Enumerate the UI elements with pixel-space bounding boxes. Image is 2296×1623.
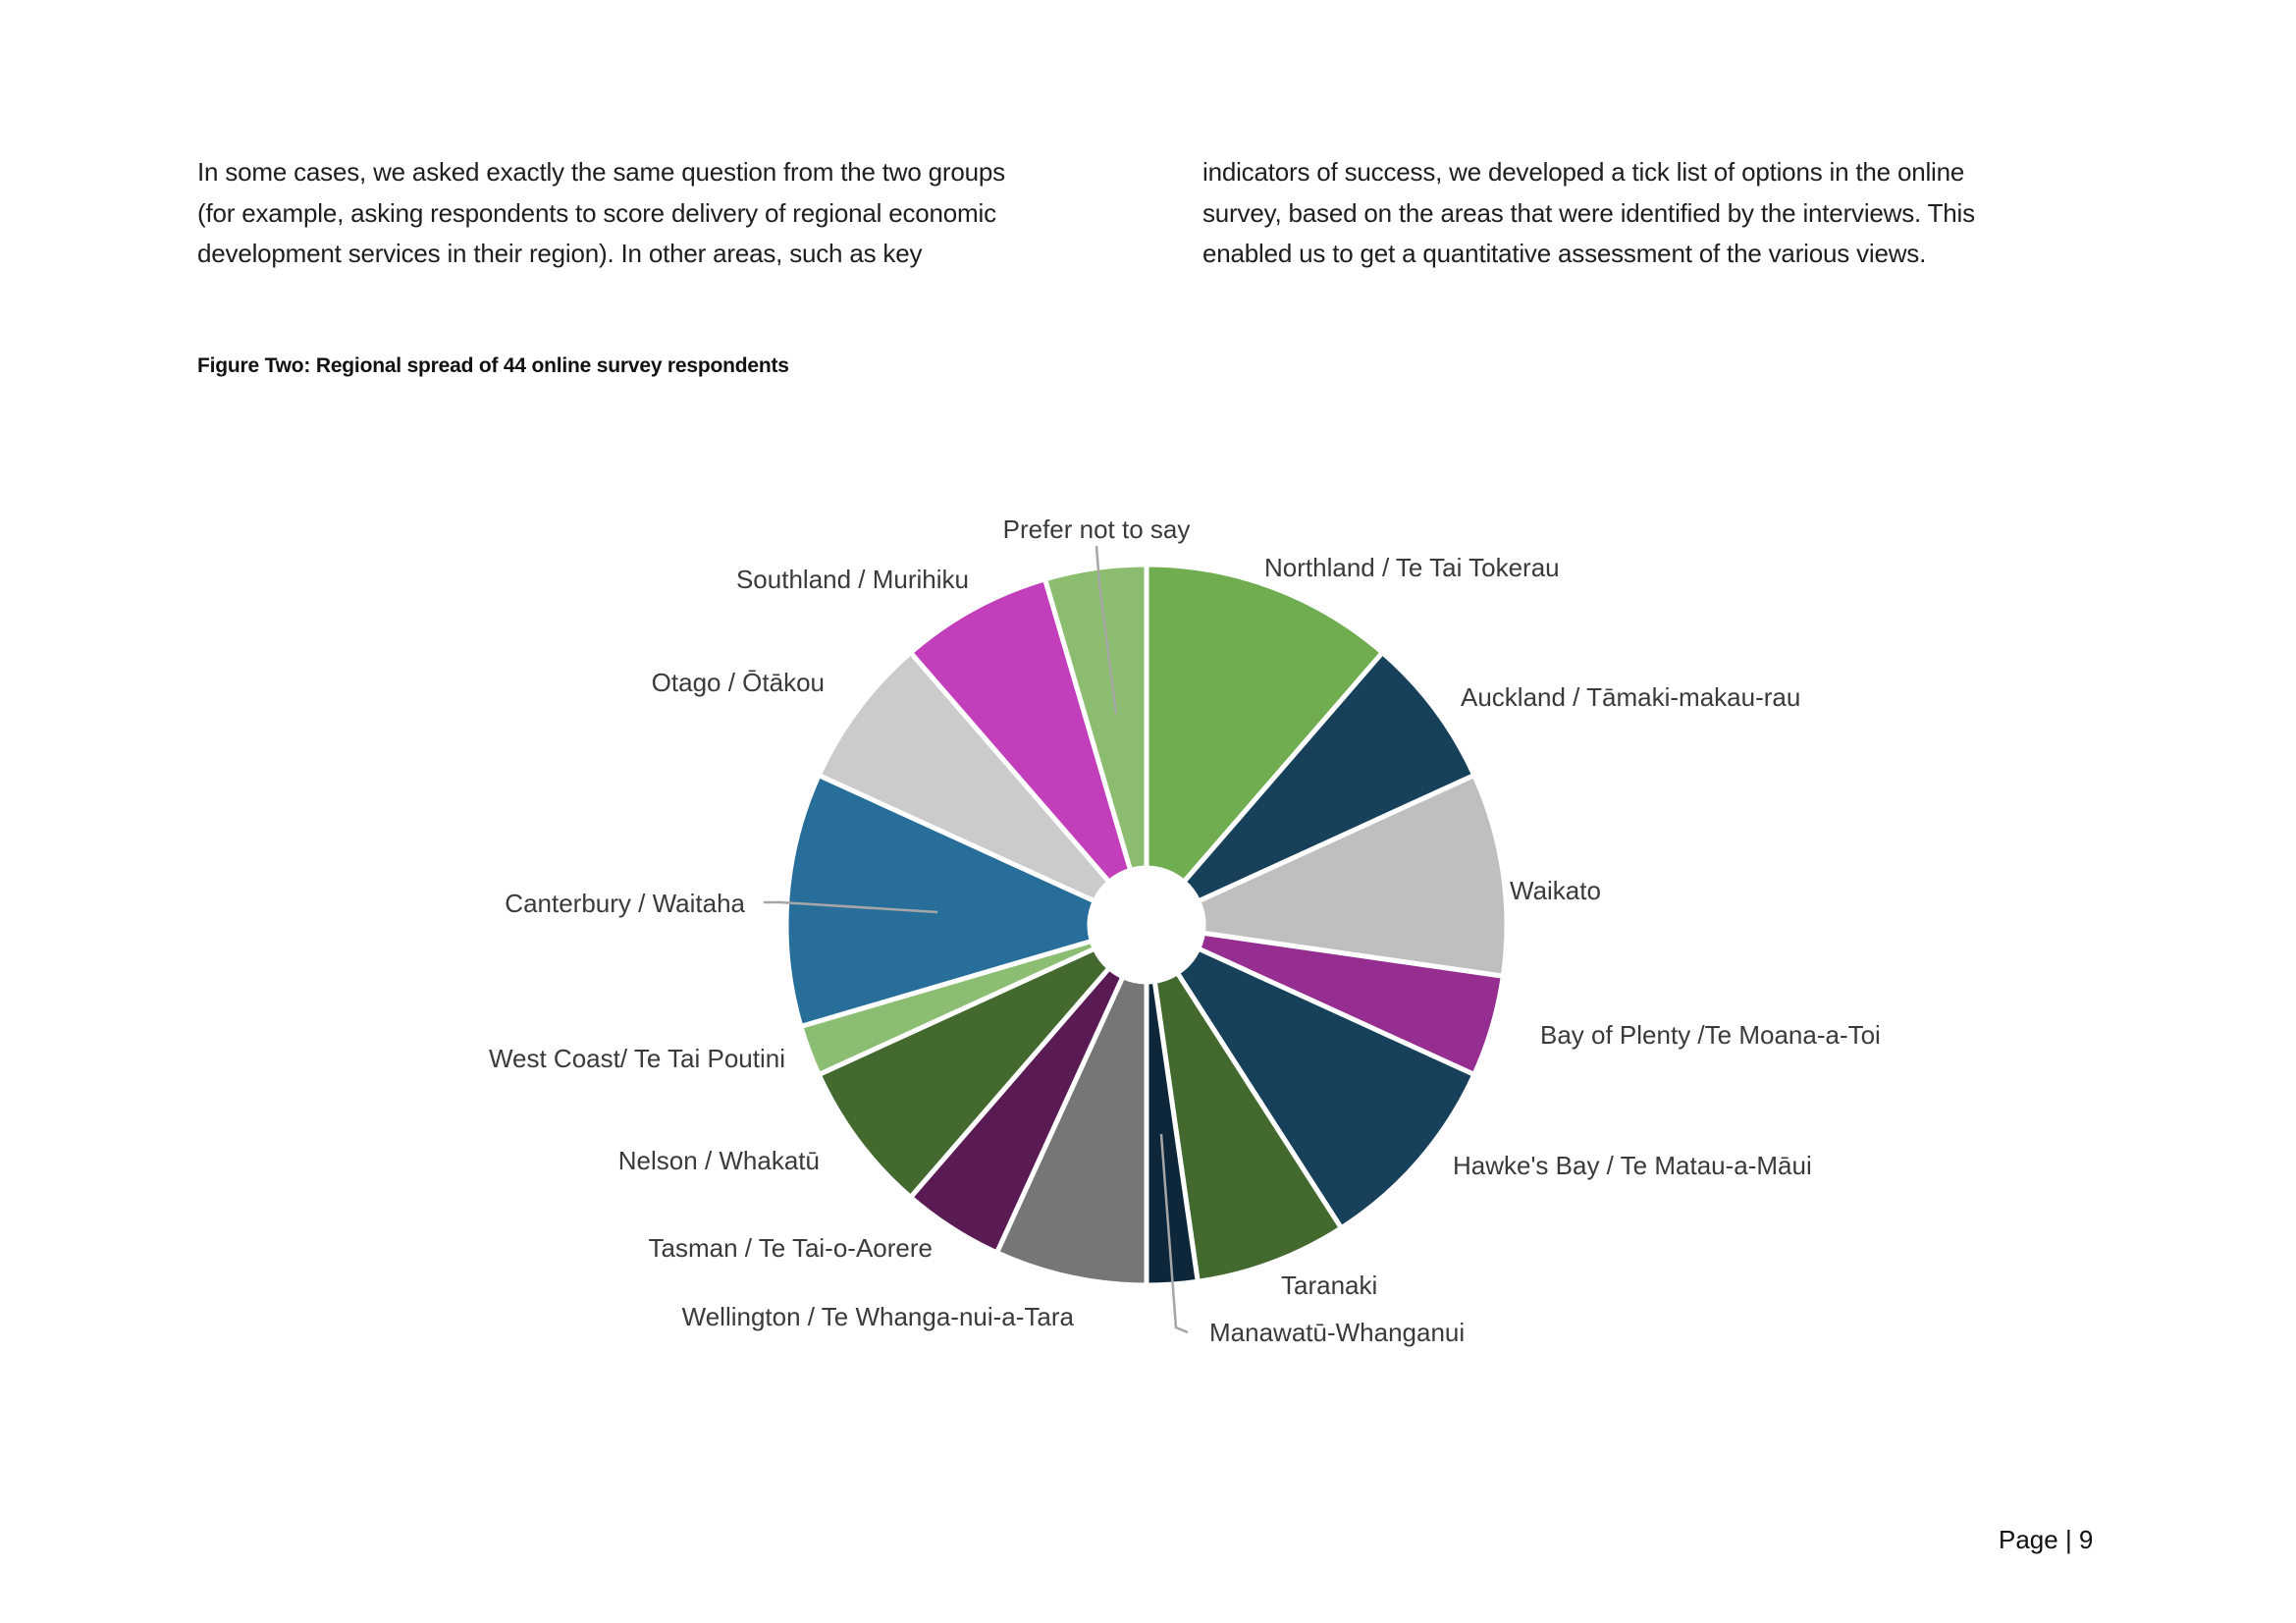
slice-label: Taranaki [1281, 1271, 1377, 1300]
leader-line-canterbury [764, 900, 938, 914]
page-number: Page | 9 [1999, 1525, 2094, 1554]
body-line: indicators of success, we developed a ti… [1202, 157, 1965, 187]
slice-label: Manawatū-Whanganui [1209, 1318, 1465, 1347]
body-line: development services in their region). I… [197, 239, 923, 268]
leader-lines [764, 545, 1189, 1334]
body-text-left-column: In some cases, we asked exactly the same… [197, 152, 1130, 275]
pie-slice-waikato [1196, 773, 1510, 979]
pie-slice-canterbury-waitaha [783, 773, 1097, 1029]
slice-label: Canterbury / Waitaha [505, 889, 745, 918]
slice-label: West Coast/ Te Tai Poutini [489, 1044, 785, 1073]
pie-slice-nelson-whakat [816, 946, 1112, 1200]
figure-caption: Figure Two: Regional spread of 44 online… [197, 354, 789, 377]
body-line: enabled us to get a quantitative assessm… [1202, 239, 1927, 268]
slice-label: Tasman / Te Tai-o-Aorere [648, 1233, 933, 1263]
slice-label: Waikato [1510, 876, 1601, 905]
slice-label: Nelson / Whakatū [618, 1146, 820, 1175]
chart-slices [783, 562, 1510, 1288]
pie-slice-auckland-t-maki-makau-rau [1181, 650, 1477, 904]
pie-slice-wellington-te-whanga-nui-a-tara [994, 974, 1149, 1288]
pie-slice-prefer-not-to-say [1042, 562, 1149, 873]
leader-line-prefer-not-to-say [1095, 545, 1118, 715]
slice-label: Otago / Ōtākou [652, 668, 825, 697]
chart-labels: Northland / Te Tai Tokerau Auckland / Tām… [489, 514, 1881, 1347]
pie-slice-hawke-s-bay-te-matau-a-m-ui [1174, 946, 1477, 1231]
pie-slice-otago-t-kou [816, 650, 1112, 904]
body-line: survey, based on the areas that were ide… [1202, 197, 1975, 228]
slice-label: Bay of Plenty /Te Moana-a-Toi [1540, 1020, 1881, 1050]
slice-label: Southland / Murihiku [736, 565, 969, 594]
body-text-right-column: indicators of success, we developed a ti… [1202, 152, 2135, 275]
leader-line-manawatu [1159, 1133, 1189, 1334]
body-line: In some cases, we asked exactly the same… [197, 157, 1005, 187]
slice-label: Wellington / Te Whanga-nui-a-Tara [682, 1302, 1075, 1331]
pie-slice-southland-murihiku [908, 576, 1134, 885]
pie-slice-northland-te-tai-tokerau [1144, 562, 1385, 885]
slice-label: Prefer not to say [1003, 514, 1191, 544]
slice-label: Northland / Te Tai Tokerau [1264, 553, 1560, 582]
pie-slice-taranaki [1151, 970, 1344, 1284]
body-line: (for example, asking respondents to scor… [197, 197, 996, 228]
slice-label: Auckland / Tāmaki-makau-rau [1461, 682, 1800, 712]
slice-label: Hawke's Bay / Te Matau-a-Māui [1453, 1151, 1812, 1180]
